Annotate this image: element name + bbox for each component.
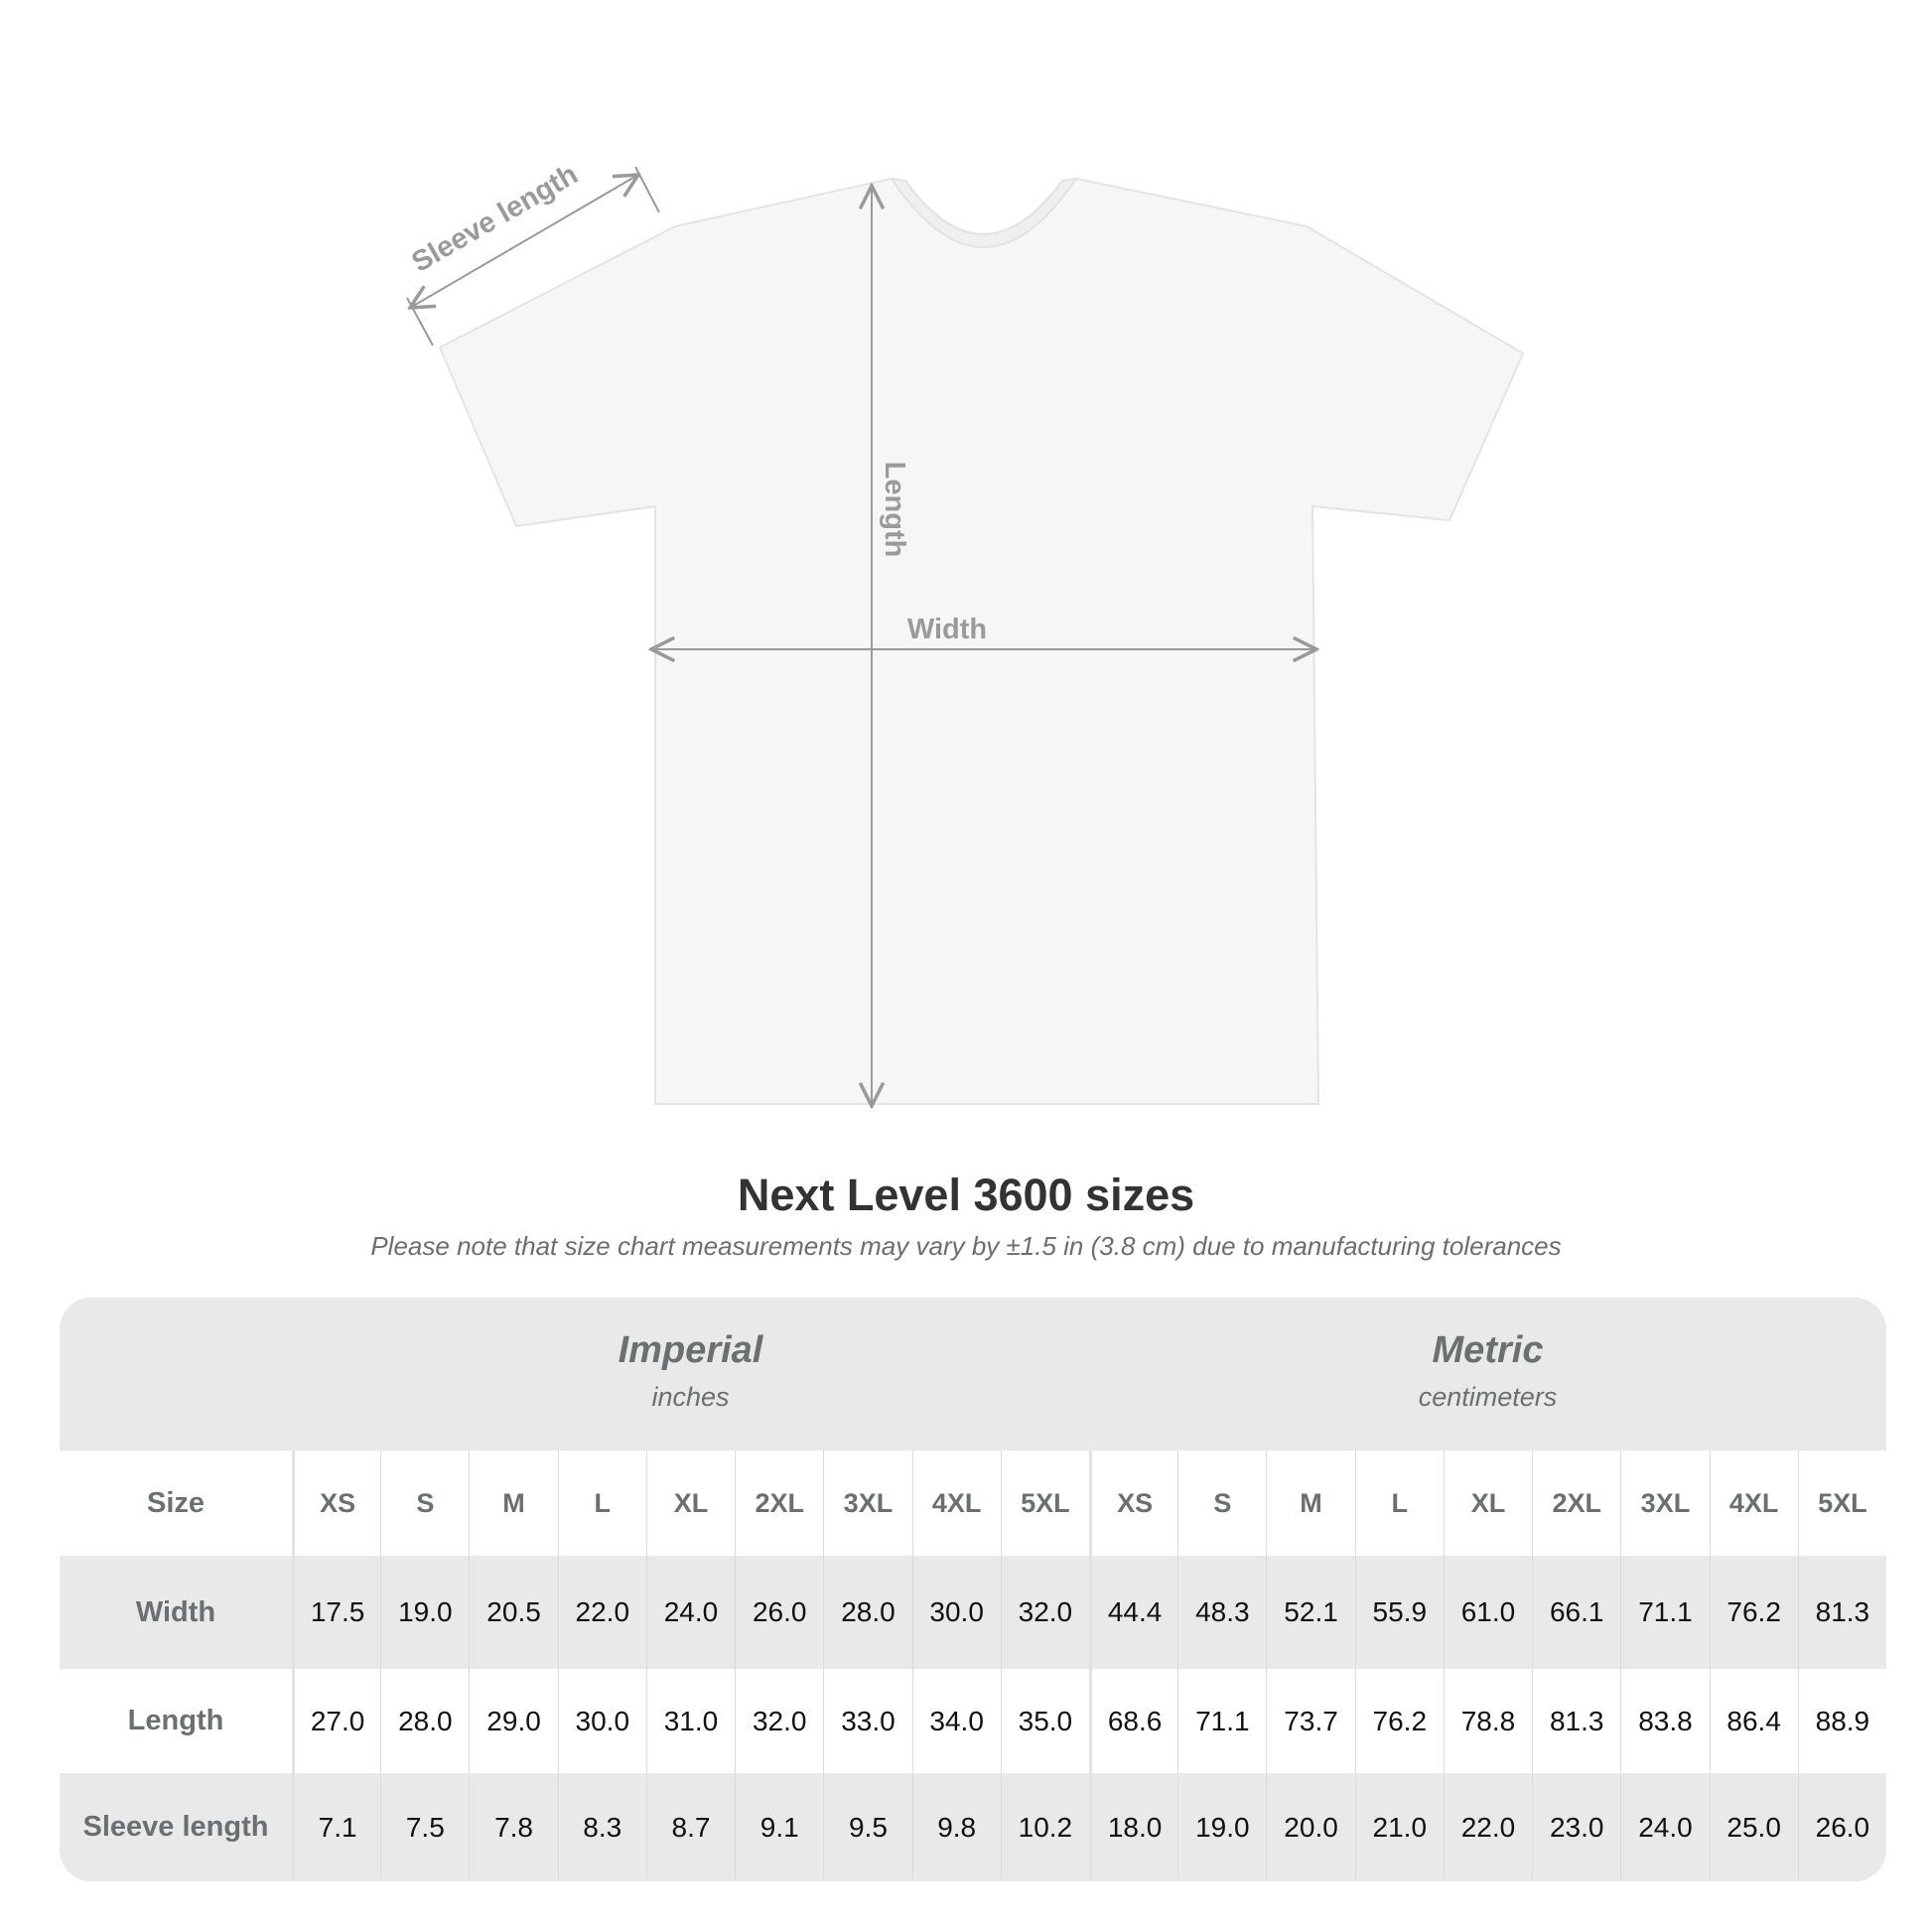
length-label: Length [879, 462, 910, 558]
imperial-value-cell: 32.0 [1000, 1556, 1089, 1669]
row-label: Sleeve length [60, 1773, 292, 1881]
metric-size-header: 3XL [1620, 1450, 1710, 1556]
imperial-size-header: 4XL [911, 1450, 1001, 1556]
sleeve-length-label: Sleeve length [407, 159, 584, 279]
imperial-value-cell: 24.0 [645, 1556, 736, 1669]
imperial-value-cell: 30.0 [557, 1669, 646, 1773]
imperial-value-cell: 9.1 [735, 1773, 824, 1881]
imperial-size-header: 2XL [735, 1450, 824, 1556]
metric-value-cell: 73.7 [1266, 1669, 1355, 1773]
metric-size-header: M [1266, 1450, 1355, 1556]
metric-value-cell: 52.1 [1266, 1556, 1355, 1669]
metric-value-cell: 61.0 [1443, 1556, 1533, 1669]
width-label: Width [907, 614, 987, 645]
imperial-value-cell: 28.0 [823, 1556, 912, 1669]
page-title: Next Level 3600 sizes [737, 1170, 1195, 1220]
metric-size-header: S [1177, 1450, 1267, 1556]
imperial-value-cell: 22.0 [557, 1556, 646, 1669]
metric-value-cell: 44.4 [1088, 1556, 1178, 1669]
metric-value-cell: 83.8 [1620, 1669, 1710, 1773]
tshirt-diagram: Sleeve length Length Width [406, 159, 1525, 1152]
tshirt-collar [889, 177, 1079, 248]
metric-value-cell: 88.9 [1797, 1669, 1886, 1773]
metric-value-cell: 48.3 [1177, 1556, 1267, 1669]
imperial-value-cell: 31.0 [645, 1669, 736, 1773]
metric-value-cell: 81.3 [1532, 1669, 1621, 1773]
row-label: Length [60, 1669, 292, 1773]
imperial-value-cell: 33.0 [823, 1669, 912, 1773]
metric-value-cell: 20.0 [1266, 1773, 1355, 1881]
imperial-value-cell: 20.5 [469, 1556, 558, 1669]
metric-size-header: XL [1443, 1450, 1533, 1556]
imperial-value-cell: 7.8 [469, 1773, 558, 1881]
imperial-unit: inches [651, 1382, 730, 1412]
tolerance-note: Please note that size chart measurements… [370, 1231, 1562, 1261]
imperial-value-cell: 35.0 [1000, 1669, 1089, 1773]
imperial-value-cell: 32.0 [735, 1669, 824, 1773]
size-grid: Size XS S M L XL 2XL 3XL 4XL 5XL XS S M L XL 2XL 3XL 4XL 5… [60, 1450, 1886, 1881]
row-label: Width [60, 1556, 292, 1669]
imperial-value-cell: 9.8 [911, 1773, 1001, 1881]
imperial-value-cell: 34.0 [911, 1669, 1001, 1773]
metric-size-header: 5XL [1797, 1450, 1886, 1556]
metric-value-cell: 78.8 [1443, 1669, 1533, 1773]
metric-value-cell: 86.4 [1709, 1669, 1798, 1773]
metric-header: Metric centimeters [1089, 1298, 1886, 1450]
metric-value-cell: 76.2 [1354, 1669, 1444, 1773]
imperial-value-cell: 29.0 [469, 1669, 558, 1773]
imperial-value-cell: 8.3 [557, 1773, 646, 1881]
metric-value-cell: 55.9 [1354, 1556, 1444, 1669]
metric-value-cell: 26.0 [1797, 1773, 1886, 1881]
metric-value-cell: 68.6 [1088, 1669, 1178, 1773]
imperial-value-cell: 28.0 [380, 1669, 470, 1773]
metric-value-cell: 76.2 [1709, 1556, 1798, 1669]
metric-value-cell: 71.1 [1620, 1556, 1710, 1669]
imperial-value-cell: 7.5 [380, 1773, 470, 1881]
metric-value-cell: 18.0 [1088, 1773, 1178, 1881]
imperial-size-header: XS [292, 1450, 381, 1556]
metric-size-header: 2XL [1532, 1450, 1621, 1556]
metric-unit: centimeters [1418, 1382, 1558, 1412]
imperial-size-header: 3XL [823, 1450, 912, 1556]
size-table: Imperial inches Metric centimeters Size X… [60, 1298, 1886, 1881]
sleeve-arrow [410, 175, 638, 308]
imperial-value-cell: 19.0 [380, 1556, 470, 1669]
imperial-size-header: L [557, 1450, 646, 1556]
imperial-value-cell: 26.0 [735, 1556, 824, 1669]
size-header-label: Size [60, 1450, 292, 1556]
imperial-value-cell: 7.1 [292, 1773, 381, 1881]
imperial-header: Imperial inches [292, 1298, 1089, 1450]
metric-value-cell: 81.3 [1797, 1556, 1886, 1669]
imperial-size-header: M [469, 1450, 558, 1556]
metric-value-cell: 24.0 [1620, 1773, 1710, 1881]
imperial-value-cell: 17.5 [292, 1556, 381, 1669]
metric-title: Metric [1432, 1329, 1544, 1371]
metric-value-cell: 21.0 [1354, 1773, 1444, 1881]
metric-value-cell: 23.0 [1532, 1773, 1621, 1881]
metric-value-cell: 22.0 [1443, 1773, 1533, 1881]
metric-size-header: L [1354, 1450, 1444, 1556]
imperial-title: Imperial [618, 1329, 763, 1371]
imperial-value-cell: 10.2 [1000, 1773, 1089, 1881]
metric-value-cell: 71.1 [1177, 1669, 1267, 1773]
imperial-value-cell: 27.0 [292, 1669, 381, 1773]
imperial-size-header: S [380, 1450, 470, 1556]
imperial-value-cell: 30.0 [911, 1556, 1001, 1669]
metric-value-cell: 25.0 [1709, 1773, 1798, 1881]
imperial-value-cell: 9.5 [823, 1773, 912, 1881]
metric-size-header: 4XL [1709, 1450, 1798, 1556]
metric-value-cell: 66.1 [1532, 1556, 1621, 1669]
imperial-size-header: XL [645, 1450, 736, 1556]
metric-value-cell: 19.0 [1177, 1773, 1267, 1881]
imperial-size-header: 5XL [1000, 1450, 1089, 1556]
imperial-value-cell: 8.7 [645, 1773, 736, 1881]
metric-size-header: XS [1088, 1450, 1178, 1556]
